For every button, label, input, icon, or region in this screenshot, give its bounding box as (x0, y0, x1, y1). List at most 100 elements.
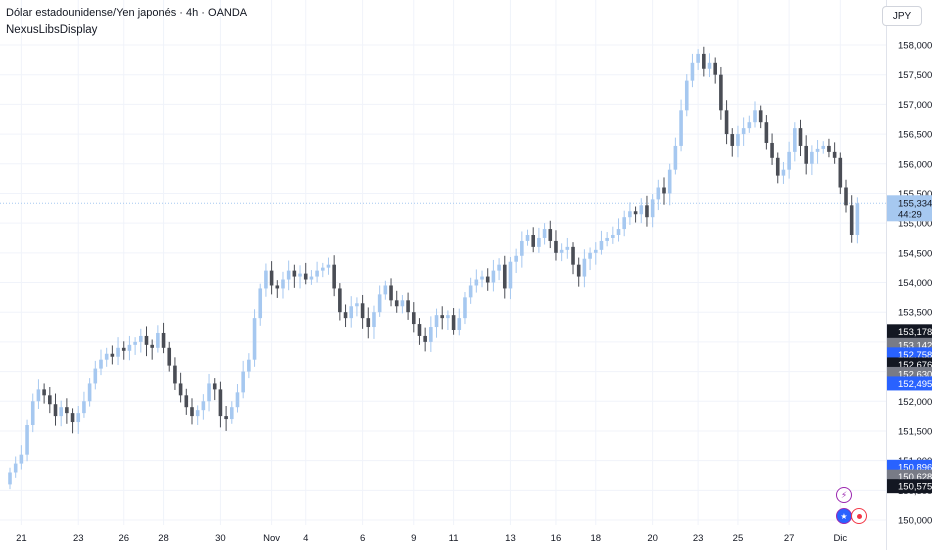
y-tick-label: 152,000 (898, 397, 932, 408)
current-price-tag (887, 195, 932, 222)
candle-body (827, 145, 831, 152)
y-tick-label: 150,000 (898, 516, 932, 527)
candle-body (440, 315, 445, 319)
x-tick-label: 9 (411, 533, 416, 544)
candle-body (702, 53, 706, 69)
y-tick-label: 154,000 (898, 278, 932, 289)
candle-body (87, 383, 92, 402)
candle-body (781, 169, 786, 176)
candle-body (576, 264, 581, 277)
record-event-icon[interactable] (851, 508, 867, 524)
candle-body (616, 229, 621, 235)
candle-body (30, 401, 35, 425)
candle-body (320, 267, 325, 271)
candle-body (207, 383, 211, 402)
candle-body (377, 294, 382, 313)
candle-body (343, 312, 348, 319)
candle-body (753, 110, 757, 123)
y-tick-label: 156,000 (898, 159, 932, 170)
y-tick-label: 158,000 (898, 41, 932, 52)
candle-body (25, 425, 29, 455)
x-tick-label: 21 (16, 533, 27, 544)
candle-body (252, 318, 257, 360)
candle-body (434, 315, 439, 328)
candle-body (133, 341, 137, 345)
candlestick-series (8, 46, 860, 490)
candle-body (804, 145, 808, 164)
candle-body (491, 270, 496, 283)
candle-body (19, 454, 24, 464)
candle-body (121, 347, 126, 351)
candle-body (463, 297, 467, 319)
candle-body (13, 463, 18, 473)
currency-selector[interactable]: JPY (882, 6, 922, 26)
candle-body (76, 413, 81, 423)
candle-body (451, 315, 456, 330)
candle-body (457, 318, 462, 330)
candle-body (571, 246, 575, 265)
us-flag-event-icon[interactable]: ★ (836, 508, 852, 524)
candle-body (468, 285, 473, 298)
candle-body (707, 62, 712, 69)
candle-body (810, 151, 814, 164)
indicator-label[interactable]: NexusLibsDisplay (6, 24, 98, 36)
candle-body (42, 389, 46, 396)
candle-body (741, 128, 746, 135)
candle-body (53, 404, 58, 417)
candle-body (8, 472, 12, 485)
price-axis-divider (886, 0, 887, 550)
candle-body (93, 368, 98, 384)
price-label: 152,758 (898, 350, 932, 361)
candle-body (849, 205, 854, 235)
candle-body (429, 327, 433, 342)
candle-body (548, 229, 553, 241)
flash-event-icon[interactable]: ⚡ (836, 487, 852, 503)
x-tick-label: Nov (263, 533, 280, 544)
candle-body (656, 187, 661, 200)
candle-body (832, 151, 837, 158)
x-tick-label: 4 (303, 533, 308, 544)
candle-body (218, 389, 223, 417)
candle-body (292, 270, 297, 277)
symbol-title[interactable]: Dólar estadounidense/Yen japonés · 4h · … (6, 7, 248, 19)
candle-body (400, 300, 405, 307)
candle-body (855, 203, 860, 235)
candle-body (178, 383, 183, 396)
candle-body (104, 353, 109, 360)
candle-body (798, 128, 803, 146)
candle-body (224, 416, 228, 420)
candle-body (406, 300, 410, 313)
y-tick-label: 154,500 (898, 248, 932, 259)
candle-body (525, 235, 530, 241)
candle-body (383, 285, 388, 295)
x-tick-label: 23 (73, 533, 84, 544)
candle-body (315, 270, 319, 277)
y-tick-label: 151,500 (898, 426, 932, 437)
candle-body (59, 407, 63, 417)
candle-body (264, 270, 268, 289)
candle-body (326, 264, 331, 268)
candle-body (662, 187, 666, 194)
chart-grid (0, 0, 886, 525)
candle-body (423, 335, 427, 342)
candle-body (514, 255, 518, 262)
candle-body (730, 134, 735, 146)
candle-body (36, 389, 41, 402)
price-label: 150,896 (898, 462, 932, 473)
price-label: 152,495 (898, 379, 932, 390)
y-tick-label: 155,500 (898, 189, 932, 200)
x-tick-label: 11 (449, 533, 459, 544)
x-tick-label: 27 (784, 533, 795, 544)
candle-body (775, 157, 780, 176)
y-tick-label: 157,500 (898, 70, 932, 81)
candle-body (764, 122, 769, 143)
candle-body (269, 270, 274, 286)
time-axis: 21 23 26 28 30 Nov 4 6 9 11 13 16 18 20 23 25 27 Dic (16, 533, 847, 544)
x-tick-label: 13 (505, 533, 516, 544)
price-label: 150,575 (898, 482, 932, 493)
candle-body (127, 344, 132, 351)
candle-body (281, 279, 285, 289)
candle-body (139, 335, 143, 342)
candle-body (195, 410, 200, 417)
